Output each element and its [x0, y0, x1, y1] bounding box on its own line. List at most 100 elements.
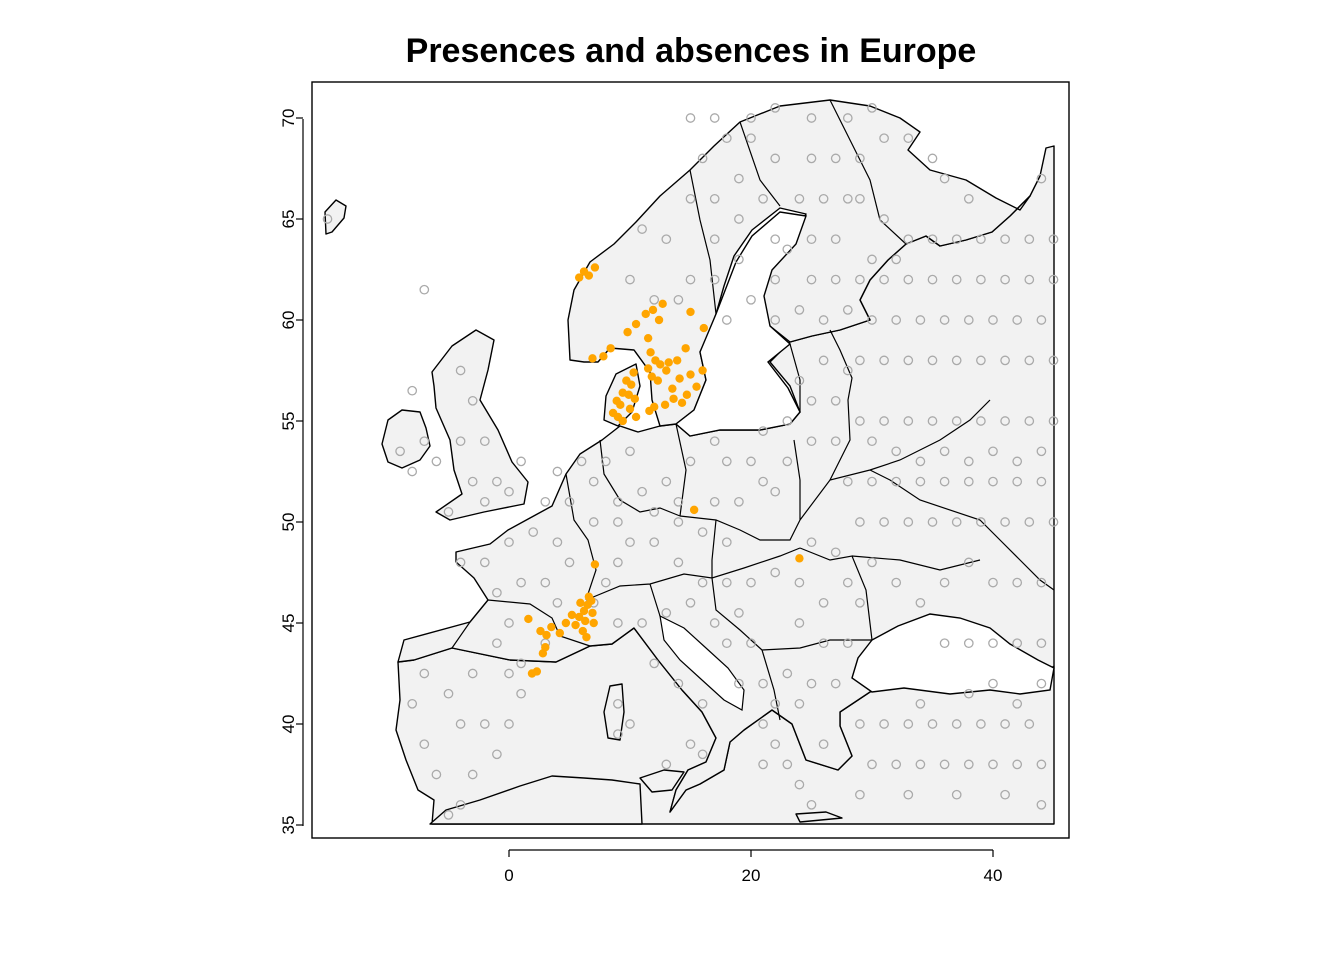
absence-point — [673, 294, 684, 305]
absence-point — [806, 234, 817, 245]
land-ireland — [381, 409, 431, 469]
absence-point — [915, 456, 926, 467]
absence-point — [419, 284, 430, 295]
absence-point — [492, 476, 502, 487]
absence-point — [588, 517, 599, 527]
absence-point — [842, 476, 853, 487]
absence-point — [927, 274, 938, 285]
absence-point — [770, 567, 781, 578]
absence-point — [842, 577, 853, 588]
absence-point — [806, 395, 817, 406]
absence-point — [951, 234, 962, 245]
land-sardinia — [603, 683, 625, 741]
absence-point — [431, 456, 442, 467]
absence-point — [613, 618, 623, 628]
presence-point — [618, 416, 627, 426]
land-crete — [795, 811, 843, 823]
absence-point — [915, 698, 926, 709]
absence-point — [879, 274, 889, 285]
absence-point — [891, 315, 902, 325]
presence-point — [542, 630, 551, 640]
absence-point — [758, 476, 768, 487]
absence-point — [1048, 274, 1059, 285]
absence-point — [721, 537, 732, 548]
absence-point — [842, 365, 853, 376]
absence-point — [988, 759, 998, 770]
presence-point — [681, 344, 690, 353]
absence-point — [625, 537, 635, 548]
absence-point — [564, 557, 575, 568]
absence-point — [855, 517, 865, 527]
absence-point — [794, 779, 805, 790]
absence-point — [1024, 416, 1035, 426]
presence-point — [692, 382, 701, 391]
absence-point — [516, 577, 526, 588]
absence-point — [685, 739, 696, 750]
absence-point — [758, 678, 768, 689]
presence-point — [795, 554, 804, 563]
absence-point — [734, 608, 744, 618]
absence-point — [673, 678, 684, 689]
absence-point — [1036, 446, 1047, 457]
land-north-africa — [429, 775, 643, 825]
absence-point — [721, 577, 732, 588]
presence-point — [648, 305, 658, 315]
absence-point — [673, 496, 684, 507]
absence-point — [842, 113, 853, 123]
y-tick-label: 50 — [279, 513, 298, 532]
absence-point — [915, 315, 926, 325]
absence-point — [613, 496, 623, 507]
absence-point — [395, 446, 405, 457]
absence-point — [1048, 355, 1059, 366]
y-tick-label: 45 — [279, 614, 298, 633]
x-tick-label: 40 — [984, 866, 1003, 885]
presence-point — [668, 384, 677, 393]
presence-point — [582, 632, 591, 642]
absence-point — [540, 577, 551, 588]
absence-point — [915, 597, 926, 608]
absence-point — [540, 496, 551, 507]
presence-point — [672, 356, 682, 365]
absence-point — [782, 456, 793, 467]
presence-point — [584, 592, 594, 601]
absence-point — [455, 799, 466, 810]
presence-point — [677, 398, 687, 408]
absence-point — [976, 517, 986, 527]
absence-point — [721, 638, 732, 649]
absence-point — [855, 153, 865, 164]
presence-point — [571, 620, 580, 630]
land-sicily — [639, 769, 685, 793]
absence-point — [661, 234, 672, 245]
plot-box — [311, 81, 1070, 839]
absence-point — [419, 668, 430, 679]
x-axis: 0 20 40 — [504, 849, 1003, 885]
absence-point — [939, 638, 950, 649]
presence-point — [631, 412, 641, 422]
presence-point — [581, 616, 590, 626]
absence-point — [697, 749, 708, 760]
absence-point — [758, 193, 768, 204]
absence-point — [709, 193, 720, 204]
absence-point — [504, 537, 514, 548]
absence-point — [951, 789, 962, 800]
presence-point — [699, 323, 709, 333]
y-tick-label: 60 — [279, 311, 298, 330]
absence-point — [1048, 416, 1059, 426]
absence-point — [746, 113, 756, 123]
absence-point — [479, 719, 490, 729]
absence-point — [855, 597, 865, 608]
absence-point — [1024, 355, 1035, 366]
presence-point — [689, 505, 699, 515]
absence-point — [806, 436, 817, 447]
absence-point — [661, 476, 672, 487]
absence-point — [782, 244, 793, 255]
absence-point — [976, 719, 986, 729]
absence-point — [867, 476, 877, 487]
absence-point — [1012, 638, 1023, 649]
absence-point — [818, 739, 829, 750]
absence-point — [976, 355, 986, 366]
absence-point — [963, 193, 974, 204]
absence-point — [770, 486, 781, 497]
presence-point — [675, 374, 684, 383]
absence-point — [1000, 789, 1010, 800]
